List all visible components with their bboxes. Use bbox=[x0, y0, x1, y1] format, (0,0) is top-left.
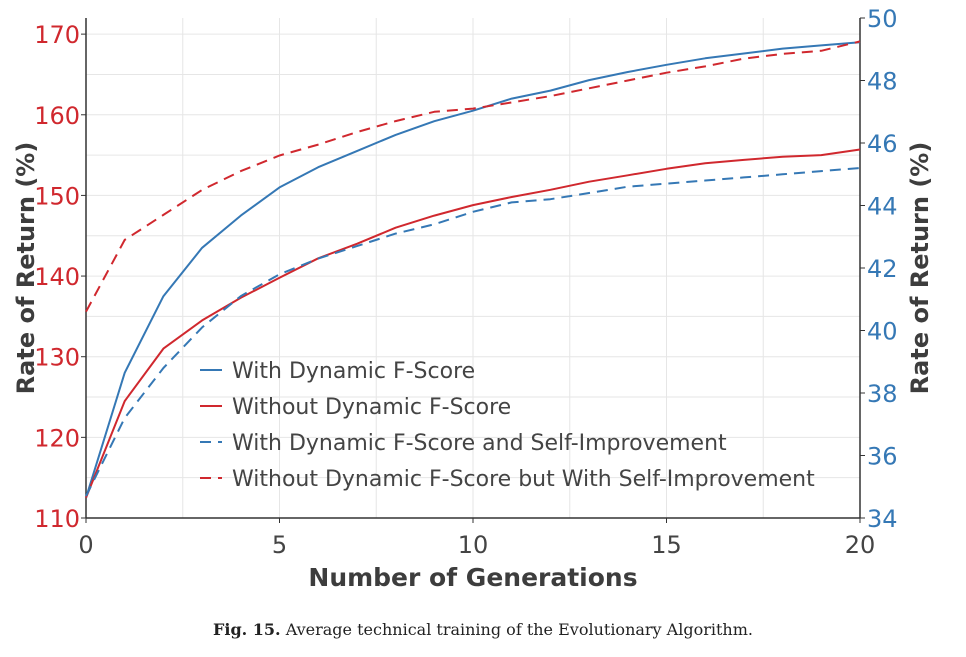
y-tick-label-right: 36 bbox=[867, 443, 898, 471]
x-tick-label: 0 bbox=[78, 531, 93, 559]
x-axis-label: Number of Generations bbox=[308, 563, 637, 592]
y-tick-label-right: 42 bbox=[867, 255, 898, 283]
y-tick-label-left: 120 bbox=[34, 424, 80, 452]
y-tick-label-left: 110 bbox=[34, 505, 80, 533]
axes: 0 5 10 15 20 110 120 130 140 150 160 170 34 36 38 40 42 4… bbox=[34, 5, 897, 559]
y-tick-label-left: 160 bbox=[34, 102, 80, 130]
caption-text: Average technical training of the Evolut… bbox=[285, 620, 753, 639]
x-tick-label: 15 bbox=[651, 531, 682, 559]
line-chart: 0 5 10 15 20 110 120 130 140 150 160 170 34 36 38 40 42 4… bbox=[12, 5, 934, 592]
y-tick-label-right: 44 bbox=[867, 193, 898, 221]
y-tick-label-left: 170 bbox=[34, 21, 80, 49]
y-tick-label-left: 150 bbox=[34, 182, 80, 210]
y-tick-label-right: 46 bbox=[867, 130, 898, 158]
y-tick-label-left: 130 bbox=[34, 344, 80, 372]
x-tick-label: 5 bbox=[272, 531, 287, 559]
series-line-2 bbox=[85, 148, 861, 499]
legend-label-4: Without Dynamic F-Score but With Self-Im… bbox=[232, 467, 815, 492]
legend-label-3: With Dynamic F-Score and Self-Improvemen… bbox=[232, 431, 727, 456]
y-axis-label-left: Rate of Return (%) bbox=[12, 142, 40, 395]
legend-label-1: With Dynamic F-Score bbox=[232, 359, 475, 384]
y-tick-label-right: 34 bbox=[867, 505, 898, 533]
legend-label-2: Without Dynamic F-Score bbox=[232, 395, 511, 420]
series-line-3 bbox=[85, 167, 861, 497]
series-line-1 bbox=[85, 41, 861, 499]
y-tick-label-right: 48 bbox=[867, 68, 898, 96]
caption-label: Fig. 15. bbox=[213, 620, 281, 639]
y-tick-label-left: 140 bbox=[34, 263, 80, 291]
series-lines bbox=[85, 40, 861, 499]
x-tick-label: 20 bbox=[845, 531, 876, 559]
y-tick-label-right: 50 bbox=[867, 5, 898, 33]
figure-caption: Fig. 15. Average technical training of t… bbox=[0, 620, 966, 639]
legend: With Dynamic F-Score Without Dynamic F-Sc… bbox=[200, 359, 815, 492]
y-axis-label-right: Rate of Return (%) bbox=[906, 142, 934, 395]
x-tick-label: 10 bbox=[458, 531, 489, 559]
series-line-4 bbox=[85, 40, 861, 313]
y-tick-label-right: 40 bbox=[867, 318, 898, 346]
y-tick-label-right: 38 bbox=[867, 380, 898, 408]
